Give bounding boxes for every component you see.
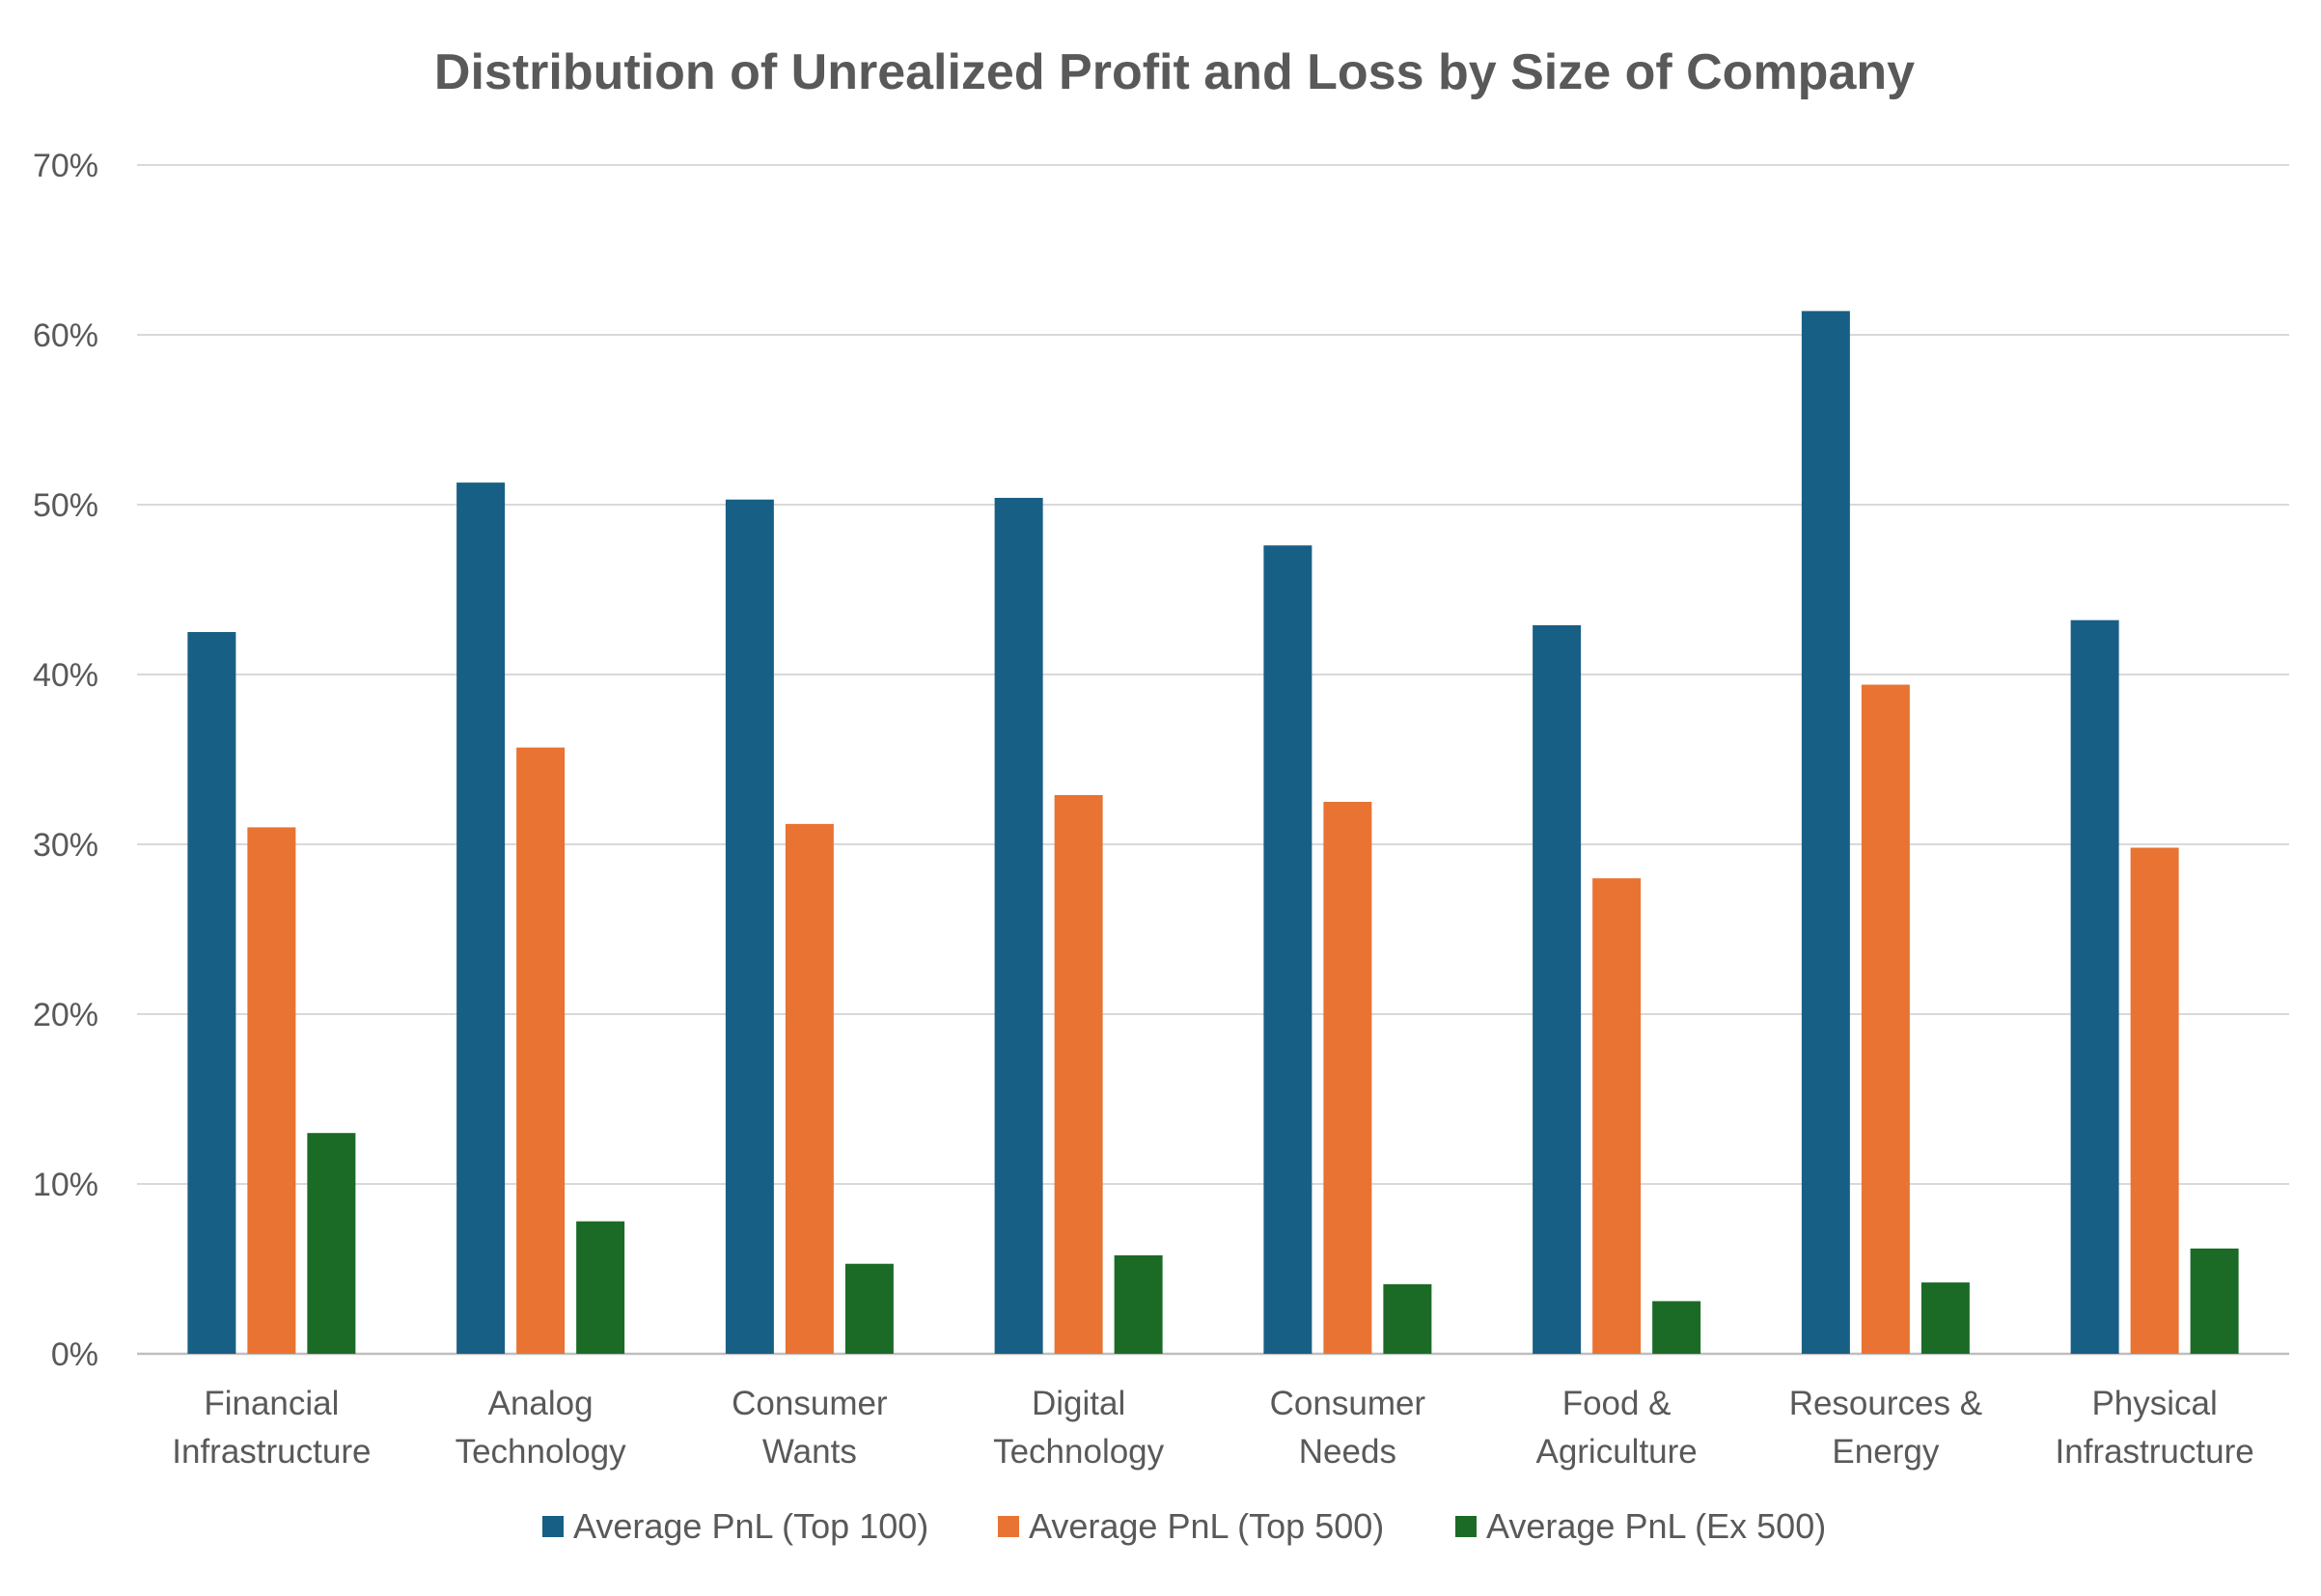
x-category-label: Food &	[1562, 1385, 1672, 1422]
bar	[1114, 1254, 1163, 1354]
x-category-label: Digital	[1032, 1385, 1125, 1422]
x-category-label: Infrastructure	[2056, 1433, 2254, 1471]
x-category-label: Agriculture	[1535, 1433, 1697, 1471]
bar	[187, 632, 236, 1354]
x-category-label: Infrastructure	[172, 1433, 371, 1471]
y-tick-label: 70%	[33, 148, 98, 184]
bar	[516, 747, 566, 1354]
bar	[2130, 847, 2179, 1354]
legend-label: Average PnL (Ex 500)	[1486, 1506, 1826, 1546]
bar	[456, 482, 506, 1354]
x-axis-categories: Financial Infrastructure Analog Technology C…	[172, 1385, 2253, 1471]
x-category-label: Financial	[204, 1385, 339, 1422]
legend-swatch	[998, 1516, 1019, 1537]
x-category-label: Technology	[456, 1433, 627, 1471]
y-tick-label: 50%	[33, 487, 98, 524]
bar	[1920, 1282, 1970, 1354]
x-category-label: Physical	[2091, 1385, 2217, 1422]
x-category-label: Technology	[993, 1433, 1165, 1471]
bar	[576, 1221, 625, 1354]
x-category-label: Consumer	[732, 1385, 888, 1422]
x-category-label: Analog	[488, 1385, 594, 1422]
bar	[2070, 619, 2119, 1354]
y-tick-label: 40%	[33, 657, 98, 694]
legend-label: Average PnL (Top 100)	[573, 1506, 928, 1546]
x-category-label: Resources &	[1789, 1385, 1982, 1422]
bars	[187, 311, 2239, 1354]
bar	[1383, 1283, 1432, 1354]
bar	[785, 823, 834, 1354]
bar	[725, 499, 774, 1354]
legend-label: Average PnL (Top 500)	[1029, 1506, 1384, 1546]
bar	[1801, 311, 1850, 1354]
bar	[307, 1133, 356, 1354]
bar	[1323, 802, 1372, 1354]
y-tick-label: 60%	[33, 317, 98, 354]
bar	[1861, 684, 1910, 1354]
x-category-label: Wants	[762, 1433, 857, 1471]
y-tick-label: 30%	[33, 827, 98, 864]
x-category-label: Energy	[1832, 1433, 1939, 1471]
bar	[994, 497, 1043, 1354]
chart-title: Distribution of Unrealized Profit and Lo…	[434, 44, 1915, 100]
x-category-label: Consumer	[1270, 1385, 1426, 1422]
legend-swatch	[542, 1516, 564, 1537]
bar	[844, 1263, 894, 1354]
y-axis-ticks: 0% 10% 20% 30% 40% 50% 60% 70%	[33, 148, 98, 1373]
legend-swatch	[1455, 1516, 1477, 1537]
y-tick-label: 20%	[33, 997, 98, 1033]
y-tick-label: 10%	[33, 1167, 98, 1203]
bar	[1652, 1301, 1701, 1354]
bar	[1263, 545, 1312, 1354]
bar	[1533, 624, 1582, 1354]
bar	[247, 827, 296, 1354]
x-category-label: Needs	[1299, 1433, 1396, 1471]
bar	[2190, 1248, 2239, 1354]
legend: Average PnL (Top 100) Average PnL (Top 50…	[542, 1506, 1826, 1546]
y-tick-label: 0%	[51, 1336, 98, 1373]
bar	[1592, 878, 1642, 1354]
bar	[1054, 794, 1103, 1354]
